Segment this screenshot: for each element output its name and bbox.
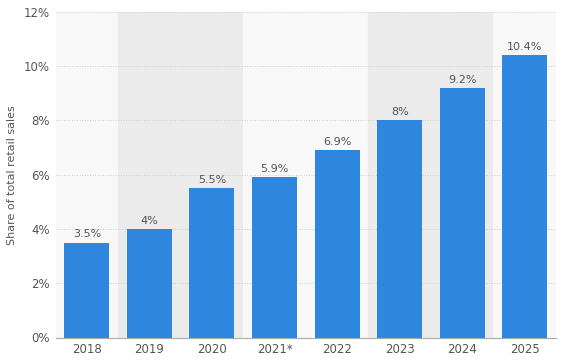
Bar	[377, 121, 422, 338]
Bar	[189, 188, 235, 338]
Bar	[252, 178, 297, 338]
Text: 3.5%: 3.5%	[73, 229, 101, 239]
Bar	[440, 88, 485, 338]
Bar	[494, 12, 556, 338]
Text: 6.9%: 6.9%	[323, 137, 351, 147]
Text: 9.2%: 9.2%	[448, 75, 476, 85]
Text: 10.4%: 10.4%	[507, 42, 543, 52]
Bar	[181, 12, 243, 338]
Bar	[502, 55, 547, 338]
Bar	[315, 150, 360, 338]
Text: 8%: 8%	[391, 107, 409, 117]
Bar	[243, 12, 306, 338]
Bar	[56, 12, 118, 338]
Bar	[306, 12, 368, 338]
Text: 4%: 4%	[141, 216, 158, 226]
Text: 5.9%: 5.9%	[260, 164, 289, 174]
Text: 5.5%: 5.5%	[198, 175, 226, 185]
Bar	[368, 12, 431, 338]
Bar	[431, 12, 494, 338]
Bar	[64, 242, 109, 338]
Bar	[127, 229, 172, 338]
Y-axis label: Share of total retail sales: Share of total retail sales	[7, 105, 17, 245]
Bar	[118, 12, 181, 338]
